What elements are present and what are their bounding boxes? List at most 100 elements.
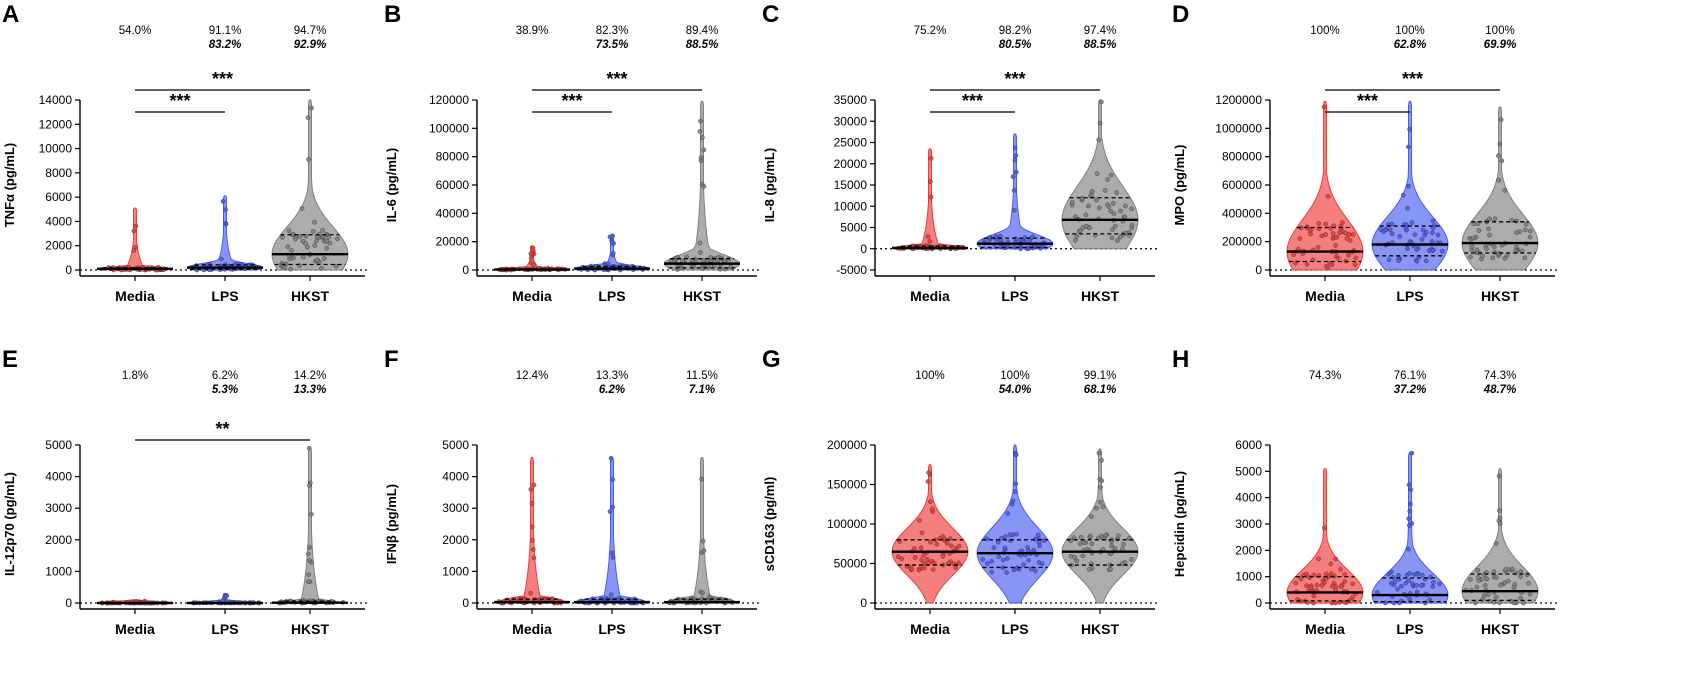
data-point: [1415, 572, 1421, 577]
data-point: [320, 227, 325, 233]
data-point: [928, 539, 933, 545]
data-point: [219, 256, 224, 262]
data-point: [1089, 541, 1095, 547]
detection-pct-lps: 98.2%: [999, 25, 1032, 37]
y-tick-label: 2000: [45, 533, 72, 547]
data-point: [700, 135, 705, 140]
x-category-media: Media: [512, 621, 552, 637]
data-point: [1381, 229, 1387, 234]
detection-pct-media: 1.8%: [122, 370, 148, 382]
data-point: [1523, 227, 1528, 233]
significance-label: ***: [962, 91, 983, 111]
data-point: [698, 155, 704, 160]
data-point: [1497, 141, 1502, 147]
x-category-lps: LPS: [1396, 621, 1423, 637]
data-point: [1330, 230, 1336, 236]
data-point: [1014, 169, 1019, 175]
data-point: [610, 504, 616, 510]
data-point: [1118, 208, 1123, 214]
data-point: [324, 245, 330, 251]
detection-pct-hkst: 74.3%: [1484, 370, 1517, 382]
data-point: [1004, 570, 1009, 575]
data-point: [1521, 600, 1526, 606]
y-tick-label: 6000: [45, 190, 72, 204]
data-point: [1340, 220, 1345, 225]
data-point: [1396, 258, 1401, 263]
data-point: [1414, 589, 1420, 595]
y-axis-label: IL-6 (pg/mL): [384, 148, 399, 222]
data-point: [1323, 576, 1329, 582]
y-tick-label: 0: [860, 242, 867, 256]
data-point: [1314, 582, 1320, 588]
data-point: [290, 255, 296, 261]
x-category-hkst: HKST: [1481, 621, 1520, 637]
data-point: [1510, 566, 1515, 572]
data-point: [1315, 245, 1321, 250]
detection-pct-italic-lps: 37.2%: [1394, 384, 1427, 396]
data-point: [1350, 595, 1355, 600]
y-tick-label: 4000: [442, 470, 469, 484]
detection-pct-hkst: 14.2%: [294, 370, 327, 382]
y-tick-label: 5000: [840, 221, 867, 235]
data-point: [944, 540, 950, 546]
panel-letter: A: [2, 1, 19, 28]
x-category-media: Media: [115, 621, 155, 637]
data-point: [335, 236, 340, 242]
violin-media: [495, 457, 569, 604]
data-point: [312, 243, 318, 248]
data-point: [1099, 99, 1104, 105]
data-point: [1429, 239, 1435, 244]
detection-pct-italic-lps: 83.2%: [209, 39, 242, 51]
data-point: [993, 234, 999, 239]
data-point: [1351, 232, 1356, 237]
data-point: [304, 244, 310, 250]
y-tick-label: 5000: [45, 438, 72, 452]
y-tick-label: 4000: [45, 214, 72, 228]
data-point: [133, 244, 138, 250]
data-point: [1005, 511, 1011, 516]
data-point: [1408, 501, 1413, 507]
data-point: [1396, 573, 1401, 578]
data-point: [1492, 216, 1498, 222]
y-tick-label: 30000: [834, 114, 868, 128]
detection-pct-italic-hkst: 13.3%: [294, 384, 327, 396]
x-category-hkst: HKST: [1081, 288, 1120, 304]
data-point: [1430, 218, 1436, 224]
y-tick-label: 800000: [1222, 150, 1262, 164]
data-point: [1342, 579, 1347, 584]
data-point: [1347, 237, 1353, 243]
significance-label: ***: [1402, 69, 1423, 89]
data-point: [1094, 197, 1099, 203]
data-point: [1334, 234, 1340, 240]
data-point: [1496, 177, 1502, 183]
y-axis-label: Hepcidin (pg/mL): [1172, 471, 1187, 577]
panel-letter: E: [2, 346, 18, 373]
violin-hkst: [1061, 448, 1139, 604]
data-point: [942, 536, 948, 542]
y-tick-label: 400000: [1222, 206, 1262, 220]
data-point: [1099, 478, 1105, 484]
detection-pct-media: 100%: [915, 370, 944, 382]
detection-pct-italic-lps: 5.3%: [212, 384, 238, 396]
data-point: [926, 470, 932, 475]
data-point: [305, 579, 311, 584]
x-category-hkst: HKST: [1081, 621, 1120, 637]
violin-lps: [976, 444, 1054, 604]
data-point: [1073, 214, 1078, 220]
data-point: [699, 476, 704, 482]
data-point: [1409, 450, 1415, 456]
y-tick-label: 40000: [436, 206, 470, 220]
data-point: [1119, 561, 1125, 567]
data-point: [1406, 183, 1411, 189]
data-point: [1105, 177, 1110, 182]
y-tick-label: 15000: [834, 178, 868, 192]
detection-pct-italic-hkst: 92.9%: [294, 39, 327, 51]
data-point: [324, 238, 329, 244]
data-point: [1304, 262, 1310, 267]
x-category-lps: LPS: [211, 288, 238, 304]
data-point: [1511, 600, 1517, 606]
detection-pct-italic-hkst: 88.5%: [1084, 39, 1117, 51]
data-point: [528, 255, 534, 261]
data-point: [930, 567, 936, 572]
